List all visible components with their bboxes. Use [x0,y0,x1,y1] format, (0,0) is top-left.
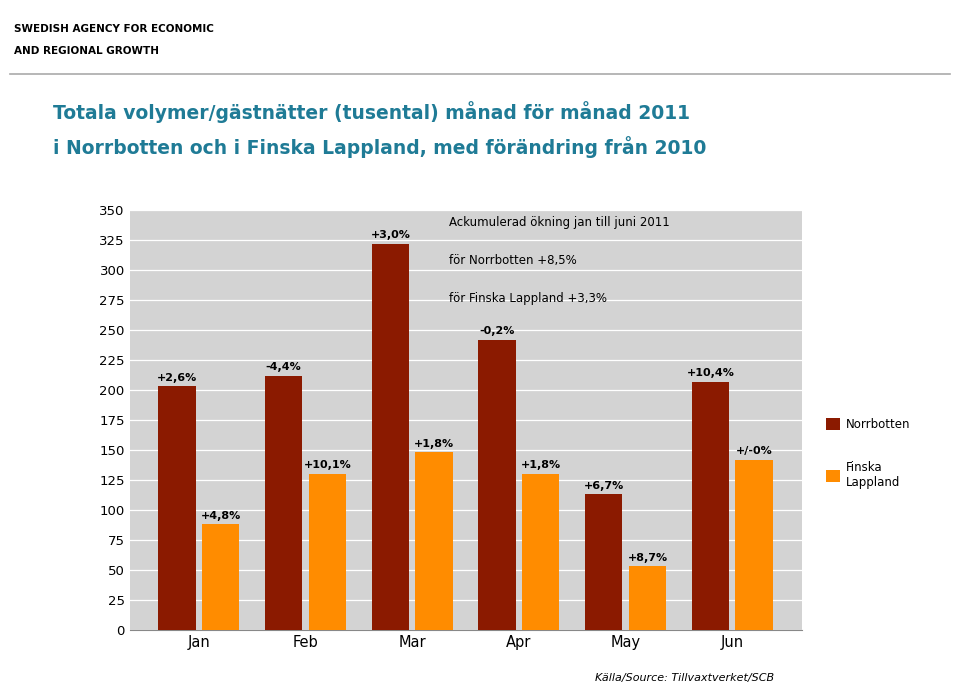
Bar [629,566,666,630]
Text: +1,8%: +1,8% [414,439,454,449]
Text: Källa/Source: Tillvaxtverket/SCB: Källa/Source: Tillvaxtverket/SCB [595,673,775,682]
Bar [158,386,196,630]
Bar [735,460,773,630]
Text: +4,8%: +4,8% [201,511,241,521]
Text: Totala volymer/gästnätter (tusental) månad för månad 2011: Totala volymer/gästnätter (tusental) mån… [53,102,690,123]
Text: Ackumulerad ökning jan till juni 2011: Ackumulerad ökning jan till juni 2011 [448,216,669,230]
Text: +/-0%: +/-0% [735,446,773,456]
Bar [522,474,560,630]
Legend: Norrbotten, Finska
Lappland: Norrbotten, Finska Lappland [821,414,915,494]
Text: -0,2%: -0,2% [479,326,515,336]
Bar [265,376,302,630]
Text: -4,4%: -4,4% [266,362,301,372]
Bar [585,494,622,630]
Text: för Finska Lappland +3,3%: för Finska Lappland +3,3% [448,292,607,305]
Text: +8,7%: +8,7% [628,553,667,563]
Text: +10,1%: +10,1% [303,461,351,470]
Bar [372,244,409,630]
Text: +2,6%: +2,6% [156,373,197,383]
Bar [309,474,347,630]
Text: +1,8%: +1,8% [520,461,561,470]
Bar [416,452,453,630]
Text: +6,7%: +6,7% [584,481,624,491]
Bar [203,524,239,630]
Text: AND REGIONAL GROWTH: AND REGIONAL GROWTH [14,46,159,55]
Text: SWEDISH AGENCY FOR ECONOMIC: SWEDISH AGENCY FOR ECONOMIC [14,25,214,34]
Text: i Norrbotten och i Finska Lappland, med förändring från 2010: i Norrbotten och i Finska Lappland, med … [53,136,707,158]
Text: +10,4%: +10,4% [686,368,734,378]
Bar [692,382,729,630]
Text: +3,0%: +3,0% [371,230,410,240]
Bar [478,340,516,630]
Text: för Norrbotten +8,5%: för Norrbotten +8,5% [448,254,577,267]
